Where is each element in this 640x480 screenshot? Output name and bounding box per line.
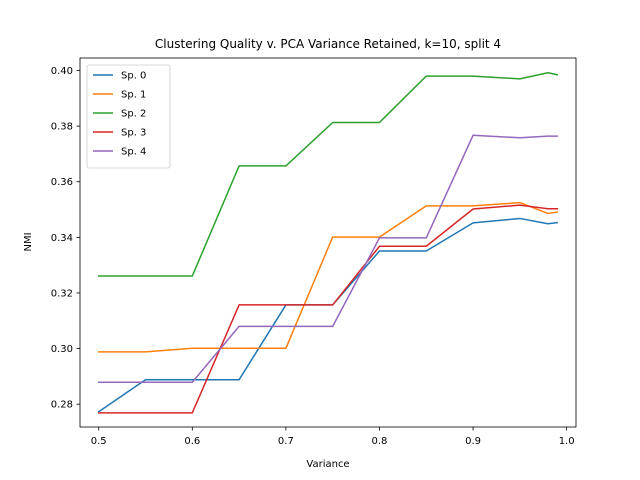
- x-tick-label: 1.0: [559, 436, 575, 447]
- series-line-2: [97, 71, 559, 277]
- y-tick-label: 0.38: [51, 122, 73, 133]
- x-tick-label: 0.8: [372, 436, 388, 447]
- series-line-3: [97, 204, 559, 414]
- plot-frame: [79, 57, 577, 428]
- y-axis-label: NMI: [23, 232, 34, 251]
- y-tick-label: 0.28: [51, 400, 73, 411]
- legend-box: [86, 64, 171, 169]
- series-line-4: [97, 134, 559, 383]
- x-tick-label: 0.6: [184, 436, 200, 447]
- x-axis-label: Variance: [306, 459, 349, 470]
- y-axis: 0.28 0.30 0.32 0.34 0.36 0.38 0.40: [51, 66, 80, 411]
- chart-title: Clustering Quality v. PCA Variance Retai…: [155, 37, 501, 51]
- x-axis: 0.5 0.6 0.7 0.8 0.9 1.0: [91, 427, 575, 447]
- legend: Sp. 0 Sp. 1 Sp. 2 Sp. 3 Sp. 4: [86, 64, 171, 169]
- y-tick-label: 0.32: [51, 288, 73, 299]
- series-line-1: [97, 201, 559, 353]
- legend-label-3: Sp. 3: [121, 128, 146, 139]
- y-tick-label: 0.40: [51, 66, 73, 77]
- y-tick-label: 0.30: [51, 344, 73, 355]
- y-tick-label: 0.36: [51, 177, 73, 188]
- x-tick-label: 0.9: [465, 436, 481, 447]
- series-line-0: [97, 217, 559, 413]
- y-tick-label: 0.34: [51, 233, 73, 244]
- x-tick-label: 0.5: [91, 436, 107, 447]
- x-tick-label: 0.7: [278, 436, 294, 447]
- legend-label-1: Sp. 1: [121, 90, 146, 101]
- legend-label-4: Sp. 4: [121, 147, 146, 158]
- legend-label-0: Sp. 0: [121, 71, 146, 82]
- series-layer: [97, 71, 559, 414]
- legend-label-2: Sp. 2: [121, 109, 146, 120]
